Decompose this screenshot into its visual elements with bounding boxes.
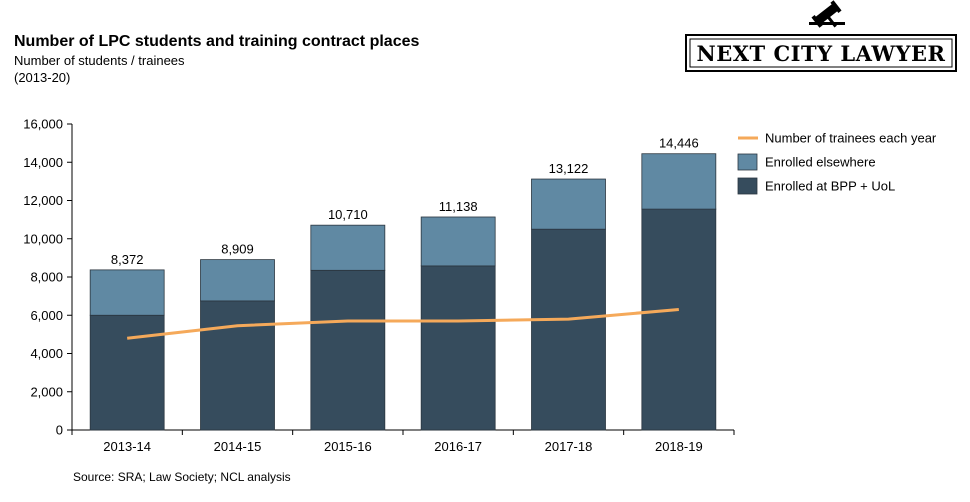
legend-swatch-bpp-uol xyxy=(737,177,758,195)
chart-title: Number of LPC students and training cont… xyxy=(14,33,420,50)
total-label: 8,372 xyxy=(111,252,144,267)
bar-enrolled-bpp-uol xyxy=(420,265,496,431)
total-label: 8,909 xyxy=(221,242,254,257)
y-tick-label: 6,000 xyxy=(30,308,63,323)
y-tick-label: 8,000 xyxy=(30,270,63,285)
bar-enrolled-elsewhere xyxy=(200,259,275,302)
chart-subtitle: Number of students / trainees xyxy=(14,53,185,68)
y-tick-label: 4,000 xyxy=(30,346,63,361)
x-axis: 2013-14 2014-15 2015-16 2016-17 2017-18 2018-… xyxy=(71,429,735,454)
x-tick-label: 2018-19 xyxy=(655,439,703,454)
total-label: 11,138 xyxy=(439,199,478,214)
y-tick-label: 16,000 xyxy=(23,117,63,132)
bars xyxy=(89,153,717,431)
trainee-line xyxy=(126,308,679,340)
chart-header: Number of LPC students and training cont… xyxy=(14,32,419,86)
source-note: Source: SRA; Law Society; NCL analysis xyxy=(73,470,291,484)
bar-enrolled-elsewhere xyxy=(531,178,606,230)
y-tick-label: 10,000 xyxy=(23,231,63,246)
bar-enrolled-bpp-uol xyxy=(200,300,275,431)
bar-enrolled-bpp-uol xyxy=(641,208,717,431)
logo-text: NEXT CITY LAWYER xyxy=(697,41,946,66)
y-axis: 0 2,000 4,000 6,000 8,000 10,000 12,000 14,000 1… xyxy=(23,117,73,438)
legend-label: Enrolled elsewhere xyxy=(765,155,876,170)
chart-period: (2013-20) xyxy=(14,70,71,85)
bar-enrolled-bpp-uol xyxy=(531,228,606,431)
x-tick-label: 2016-17 xyxy=(434,439,482,454)
bar-enrolled-elsewhere xyxy=(420,216,496,267)
gavel-icon xyxy=(809,0,845,28)
total-label: 13,122 xyxy=(549,161,589,176)
x-tick-label: 2015-16 xyxy=(324,439,372,454)
bar-enrolled-elsewhere xyxy=(89,269,165,316)
bar-enrolled-elsewhere xyxy=(310,224,386,271)
bar-enrolled-bpp-uol xyxy=(89,314,165,431)
x-tick-label: 2017-18 xyxy=(545,439,593,454)
y-tick-label: 2,000 xyxy=(30,384,63,399)
x-tick-label: 2014-15 xyxy=(214,439,262,454)
y-tick-label: 14,000 xyxy=(23,155,63,170)
legend: Number of trainees each year Enrolled els… xyxy=(737,131,937,195)
total-label: 10,710 xyxy=(328,207,368,222)
y-tick-label: 0 xyxy=(56,423,63,438)
next-city-lawyer-logo: NEXT CITY LAWYER xyxy=(685,0,957,72)
total-labels: 8,372 8,909 10,710 11,138 13,122 14,446 xyxy=(111,136,699,267)
y-tick-label: 12,000 xyxy=(23,193,63,208)
total-label: 14,446 xyxy=(659,136,699,151)
trainee-line-path xyxy=(126,308,679,340)
legend-label: Number of trainees each year xyxy=(765,131,937,146)
bar-enrolled-elsewhere xyxy=(641,153,717,210)
legend-swatch-elsewhere xyxy=(737,153,758,171)
x-tick-label: 2013-14 xyxy=(103,439,151,454)
legend-label: Enrolled at BPP + UoL xyxy=(765,179,895,194)
bar-enrolled-bpp-uol xyxy=(310,269,386,431)
